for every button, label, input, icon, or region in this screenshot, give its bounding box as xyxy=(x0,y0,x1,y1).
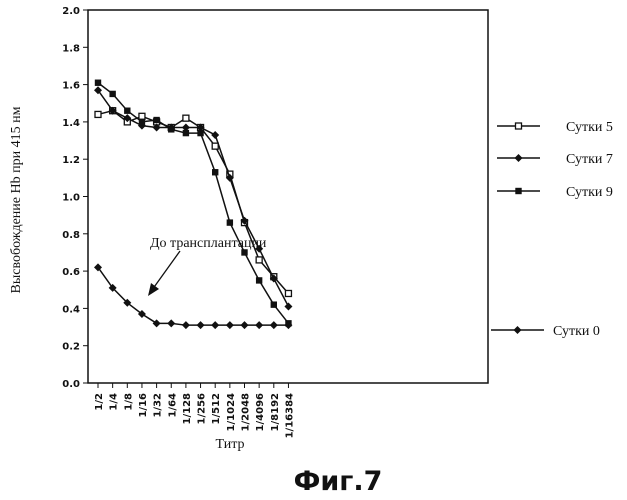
legend-label: Сутки 5 xyxy=(566,120,613,135)
data-point xyxy=(108,283,117,292)
x-axis-title: Титр xyxy=(216,437,245,452)
y-tick-label: 0.0 xyxy=(62,379,80,390)
data-point xyxy=(167,319,176,328)
data-point xyxy=(153,116,160,124)
y-axis-ticks: 0.0 0.2 0.4 0.6 0.8 1.0 1.2 1.4 1.6 1.8 2.0 xyxy=(62,6,88,390)
data-point xyxy=(240,216,249,225)
x-tick-label: 1/1024 xyxy=(226,393,237,431)
legend-marker xyxy=(515,187,522,195)
data-point xyxy=(270,301,277,308)
legend-marker xyxy=(513,326,522,334)
data-point xyxy=(226,219,234,226)
x-tick-label: 1/128 xyxy=(182,393,193,425)
y-tick-label: 0.2 xyxy=(62,342,80,353)
data-point xyxy=(255,277,263,284)
data-point xyxy=(212,169,219,176)
x-tick-label: 1/2 xyxy=(94,393,105,411)
data-point xyxy=(197,129,204,137)
data-point xyxy=(108,106,117,115)
data-point xyxy=(182,114,190,122)
x-tick-label: 1/2048 xyxy=(241,393,252,431)
series-1 xyxy=(94,107,293,298)
data-point xyxy=(255,321,264,330)
x-tick-label: 1/512 xyxy=(211,393,222,425)
data-point xyxy=(211,142,219,150)
legend: Сутки 5 Сутки 7 Сутки 9 Сутки 0 xyxy=(491,120,613,339)
legend-label: Сутки 0 xyxy=(553,324,600,339)
legend-item-1: Сутки 5 xyxy=(497,120,613,135)
data-point xyxy=(138,118,146,126)
data-point xyxy=(124,107,131,114)
legend-item-4: Сутки 0 xyxy=(491,324,600,339)
x-tick-label: 1/4 xyxy=(109,393,120,411)
data-point xyxy=(152,319,161,328)
y-tick-label: 1.4 xyxy=(62,118,80,129)
data-point xyxy=(182,129,190,137)
data-point xyxy=(123,298,132,307)
data-point xyxy=(181,123,190,132)
data-point xyxy=(94,110,102,119)
x-tick-label: 1/32 xyxy=(153,393,164,418)
plot-area-frame xyxy=(87,9,489,384)
y-tick-label: 1.0 xyxy=(62,193,80,204)
data-point xyxy=(94,263,102,272)
y-axis-title: Высвобождение Hb при 415 нм xyxy=(9,106,24,293)
figure-caption: Фиг.7 xyxy=(294,466,383,497)
data-point xyxy=(109,90,116,98)
x-tick-label: 1/16 xyxy=(138,393,149,418)
x-tick-label: 1/64 xyxy=(167,393,178,418)
x-tick-label: 1/8192 xyxy=(270,393,281,431)
data-point xyxy=(225,321,234,330)
data-point xyxy=(269,321,278,330)
legend-marker xyxy=(514,154,523,162)
data-point xyxy=(152,123,161,132)
y-tick-label: 0.8 xyxy=(62,230,80,241)
data-point xyxy=(211,130,220,139)
data-point xyxy=(94,86,102,95)
annotation-arrow xyxy=(148,250,181,296)
data-point xyxy=(255,244,264,253)
y-tick-label: 1.6 xyxy=(62,81,80,92)
data-point xyxy=(137,309,146,318)
data-point xyxy=(123,114,132,123)
data-point xyxy=(255,256,263,264)
legend-item-2: Сутки 7 xyxy=(497,152,613,167)
y-tick-label: 1.8 xyxy=(62,43,80,54)
data-point xyxy=(240,321,249,330)
x-axis-ticks: 1/2 1/4 1/8 1/16 1/32 1/64 1/128 1/256 1/512 1/10… xyxy=(94,383,295,438)
data-point xyxy=(241,249,248,256)
legend-label: Сутки 9 xyxy=(566,185,613,200)
data-point xyxy=(181,321,190,330)
data-point xyxy=(225,173,234,182)
series-line xyxy=(97,109,290,294)
series-3 xyxy=(94,79,292,327)
data-point xyxy=(196,321,205,330)
series-layer xyxy=(94,79,293,330)
data-point xyxy=(269,274,278,283)
y-tick-label: 2.0 xyxy=(62,6,80,17)
data-point xyxy=(196,123,205,132)
data-point xyxy=(94,79,102,86)
legend-label: Сутки 7 xyxy=(566,152,613,167)
y-tick-label: 0.4 xyxy=(62,304,80,315)
data-point xyxy=(284,289,293,298)
legend-marker xyxy=(514,122,523,130)
series-4 xyxy=(94,263,293,330)
data-point xyxy=(211,321,220,330)
x-tick-label: 1/8 xyxy=(123,393,134,411)
data-point xyxy=(284,321,293,330)
x-tick-label: 1/16384 xyxy=(284,393,295,438)
data-point xyxy=(168,126,175,133)
series-line xyxy=(97,266,289,326)
y-tick-label: 1.2 xyxy=(62,155,80,166)
data-point xyxy=(138,112,146,120)
data-point xyxy=(284,302,293,311)
annotation-label: До трансплантации xyxy=(150,236,267,251)
legend-item-3: Сутки 9 xyxy=(497,185,613,200)
x-tick-label: 1/256 xyxy=(197,393,208,425)
y-tick-label: 0.6 xyxy=(62,267,80,278)
x-tick-label: 1/4096 xyxy=(255,393,266,431)
